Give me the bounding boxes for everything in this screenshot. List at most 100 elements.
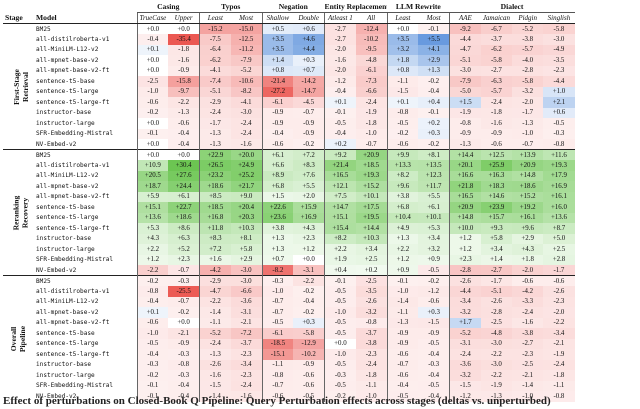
table-row: all-mpnet-base-v2 +18.7 +24.4 +18.6 +21.7 +6.… xyxy=(3,181,637,192)
header-blank xyxy=(3,2,34,13)
value-cell: +0.0 xyxy=(293,254,325,265)
value-cell: -4.8 xyxy=(480,328,513,339)
value-cell: +16.1 xyxy=(512,212,544,223)
value-cell: +2.9 xyxy=(230,254,262,265)
value-cell: -0.7 xyxy=(168,296,200,307)
value-cell: +20.9 xyxy=(355,149,388,160)
value-cell: +10.0 xyxy=(449,223,481,234)
value-cell: -0.1 xyxy=(136,128,169,139)
header-sub-least: Least xyxy=(386,12,419,24)
value-cell: -6.1 xyxy=(261,328,294,339)
value-cell: +18.5 xyxy=(355,160,388,171)
table-row: all-MiniLM-L12-v2 -0.4 -0.7 -2.2 -3.6 -0.7 -0.… xyxy=(3,296,637,307)
table-row: NV-Embed-v2 -2.2 -0.7 -4.2 -3.0 -8.2 -3.1 +0.4 +… xyxy=(3,265,637,276)
header-sub-row: Stage Model TrueCase Upper Least Most Shallow D… xyxy=(3,12,637,24)
value-cell: +16.9 xyxy=(293,212,325,223)
value-cell: +8.1 xyxy=(418,149,450,160)
value-cell: +20.3 xyxy=(230,212,262,223)
value-cell: +15.2 xyxy=(512,191,544,202)
value-cell: +6.3 xyxy=(168,233,200,244)
value-cell: +7.2 xyxy=(293,149,325,160)
value-cell: -1.4 xyxy=(198,307,231,318)
value-cell: +1.6 xyxy=(198,254,231,265)
header-sub-most: Most xyxy=(418,12,450,24)
value-cell: -5.8 xyxy=(293,328,325,339)
value-cell: -1.4 xyxy=(198,391,231,402)
value-cell: -0.5 xyxy=(324,317,356,328)
value-cell: -0.6 xyxy=(386,139,419,150)
value-cell: +16.1 xyxy=(543,191,575,202)
value-cell: +1.8 xyxy=(512,254,544,265)
value-cell: -0.5 xyxy=(293,391,325,402)
value-cell: -2.4 xyxy=(355,359,388,370)
value-cell: -12.9 xyxy=(293,338,325,349)
value-cell: -2.2 xyxy=(293,275,325,286)
value-cell: +1.2 xyxy=(293,244,325,255)
value-cell: -5.2 xyxy=(449,328,481,339)
value-cell: -1.6 xyxy=(512,317,544,328)
value-cell: -5.1 xyxy=(449,55,481,66)
value-cell: -4.1 xyxy=(198,65,231,76)
value-cell: +20.4 xyxy=(230,202,262,213)
table-row: sentence-t5-large-ft -0.6 -2.2 -2.9 -4.1 -6.1… xyxy=(3,97,637,108)
value-cell: +4.3 xyxy=(293,223,325,234)
value-cell: +3.5 xyxy=(386,34,419,45)
value-cell: +24.4 xyxy=(168,181,200,192)
value-cell: -3.1 xyxy=(230,307,262,318)
value-cell: -2.4 xyxy=(512,307,544,318)
value-cell: +16.6 xyxy=(449,170,481,181)
model-name: instructor-base xyxy=(36,109,92,117)
value-cell: -1.4 xyxy=(512,380,544,391)
value-cell: +23.6 xyxy=(261,212,294,223)
value-cell: -0.9 xyxy=(168,65,200,76)
value-cell: -14.2 xyxy=(293,76,325,87)
value-cell: -1.6 xyxy=(198,370,231,381)
value-cell: +3.8 xyxy=(261,223,294,234)
value-cell: -4.4 xyxy=(449,34,481,45)
value-cell: -0.1 xyxy=(386,275,419,286)
header-group-llm-rewrite: LLM Rewrite xyxy=(387,2,450,13)
model-name: sentence-t5-large xyxy=(36,88,99,96)
value-cell: -0.3 xyxy=(261,275,294,286)
value-cell: -5.2 xyxy=(230,65,262,76)
value-cell: -9.5 xyxy=(355,44,388,55)
value-cell: +13.6 xyxy=(136,212,169,223)
value-cell: +0.2 xyxy=(418,118,450,129)
value-cell: -14.7 xyxy=(293,86,325,97)
table-row: sentence-t5-base +15.1 +22.7 +18.5 +20.4 +22.… xyxy=(3,202,637,213)
value-cell: +14.8 xyxy=(449,212,481,223)
value-cell: +15.4 xyxy=(324,223,356,234)
value-cell: -0.9 xyxy=(168,338,200,349)
value-cell: -0.7 xyxy=(293,107,325,118)
header-model: Model xyxy=(34,12,137,24)
value-cell: -1.0 xyxy=(136,86,169,97)
stage-label-text: Overall Pipeline xyxy=(10,326,28,352)
value-cell: +4.3 xyxy=(512,244,544,255)
value-cell: -2.4 xyxy=(449,349,481,360)
value-cell: +9.0 xyxy=(230,191,262,202)
value-cell: -2.8 xyxy=(512,65,544,76)
value-cell: +9.6 xyxy=(512,223,544,234)
value-cell: +10.4 xyxy=(386,212,419,223)
value-cell: +25.9 xyxy=(480,160,513,171)
value-cell: -1.6 xyxy=(324,55,356,66)
value-cell: -0.5 xyxy=(418,380,450,391)
model-name: all-mpnet-base-v2-ft xyxy=(36,319,110,327)
value-cell: +17.5 xyxy=(355,202,388,213)
model-name: sentence-t5-large-ft xyxy=(36,224,110,232)
value-cell: -1.9 xyxy=(480,380,513,391)
value-cell: -4.7 xyxy=(198,286,231,297)
value-cell: -6.3 xyxy=(480,76,513,87)
value-cell: -2.6 xyxy=(449,275,481,286)
value-cell: -12.4 xyxy=(355,23,388,34)
header-group-entity-replacement: Entity Replacement xyxy=(324,2,388,13)
header-sub-shallow: Shallow xyxy=(261,12,294,24)
table-row: all-mpnet-base-v2 +0.1 -0.2 -1.4 -3.1 -0.7 -0.… xyxy=(3,307,637,318)
value-cell: +19.5 xyxy=(355,212,388,223)
value-cell: +0.3 xyxy=(418,128,450,139)
value-cell: -0.9 xyxy=(293,128,325,139)
value-cell: -0.4 xyxy=(261,128,294,139)
value-cell: +13.3 xyxy=(386,160,419,171)
value-cell: -9.2 xyxy=(449,23,481,34)
value-cell: +6.1 xyxy=(168,191,200,202)
